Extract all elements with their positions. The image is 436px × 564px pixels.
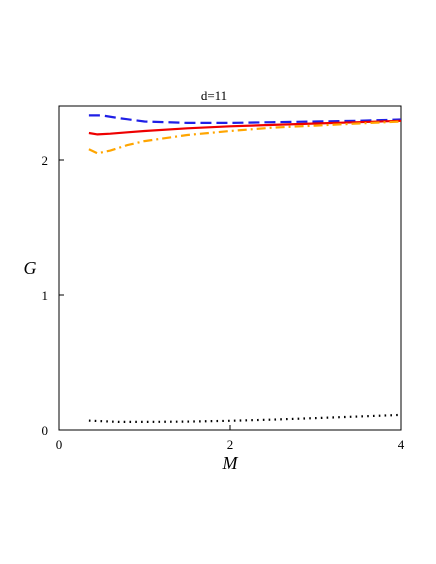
x-tick-label: 4 — [398, 437, 405, 452]
axis-ticks: 0 2 4 0 1 2 — [42, 153, 405, 452]
series-line-dashdot — [88, 120, 402, 155]
series-line-dotted — [88, 413, 402, 423]
y-tick-label: 0 — [42, 423, 49, 438]
x-tick-label: 0 — [56, 437, 63, 452]
x-axis-label: M — [222, 453, 239, 473]
chart-title: d=11 — [201, 88, 227, 103]
series-lines — [88, 114, 402, 423]
y-axis-label: G — [24, 258, 37, 278]
series-line-dashed — [88, 114, 402, 124]
series-line-solid — [88, 119, 402, 136]
y-tick-label: 1 — [42, 288, 49, 303]
plot-frame — [58, 105, 402, 431]
x-tick-label: 2 — [227, 437, 234, 452]
y-tick-label: 2 — [42, 153, 49, 168]
